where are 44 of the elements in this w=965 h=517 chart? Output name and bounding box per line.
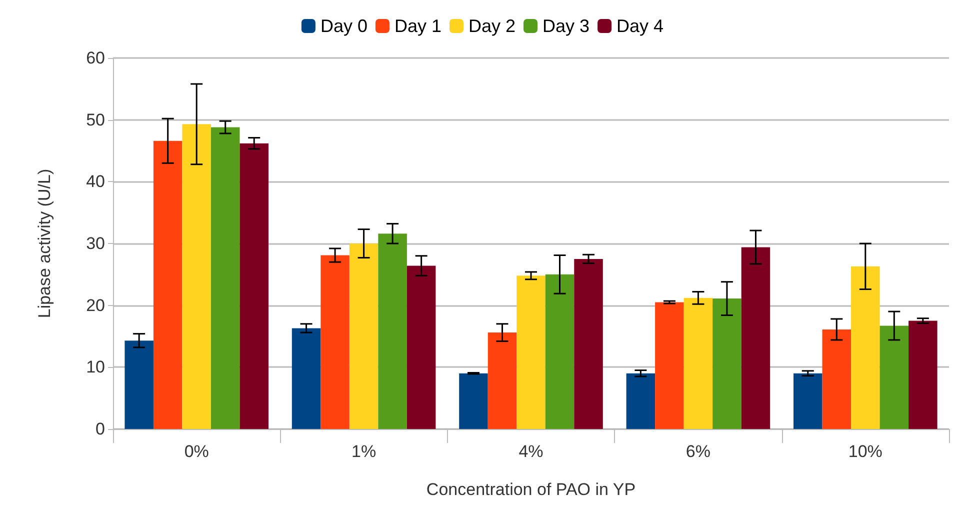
bar [684, 298, 713, 429]
y-tick-label: 0 [96, 420, 105, 438]
legend-label: Day 2 [468, 16, 516, 36]
bar [908, 320, 938, 429]
bar [320, 255, 350, 429]
y-tick-label: 20 [86, 296, 105, 315]
bar [210, 127, 240, 429]
bar [545, 274, 574, 429]
bar [459, 373, 488, 429]
bar [574, 258, 603, 429]
y-axis-title: Lipase activity (U/L) [35, 168, 54, 318]
bar [626, 373, 656, 429]
y-tick-label: 30 [86, 234, 105, 253]
bar [741, 247, 770, 429]
x-tick-label: 6% [686, 442, 710, 461]
bar [406, 266, 436, 429]
bar [488, 332, 517, 429]
bar [292, 328, 321, 429]
bar [655, 302, 684, 429]
bar [240, 143, 268, 429]
x-tick-label: 1% [352, 442, 376, 461]
bar [851, 266, 880, 429]
y-tick-label: 40 [86, 172, 105, 192]
bar [349, 244, 378, 429]
bar [378, 234, 407, 429]
bar [794, 373, 822, 429]
bar [516, 276, 546, 429]
y-tick-label: 60 [86, 48, 105, 68]
y-tick-label: 10 [86, 358, 105, 377]
bar [124, 340, 154, 429]
x-tick-label: 10% [848, 442, 882, 461]
legend-label: Day 3 [542, 16, 590, 36]
legend-label: Day 4 [616, 16, 664, 36]
x-tick-label: 0% [184, 442, 209, 461]
y-tick-label: 50 [86, 110, 105, 130]
bar [712, 298, 742, 429]
x-tick-label: 4% [518, 442, 544, 461]
bar [182, 124, 211, 429]
bar [153, 140, 182, 429]
bar [822, 329, 852, 429]
x-axis-title: Concentration of PAO in YP [426, 480, 636, 499]
legend-label: Day 0 [320, 16, 368, 36]
legend-label: Day 1 [394, 16, 442, 36]
bar [880, 326, 909, 429]
